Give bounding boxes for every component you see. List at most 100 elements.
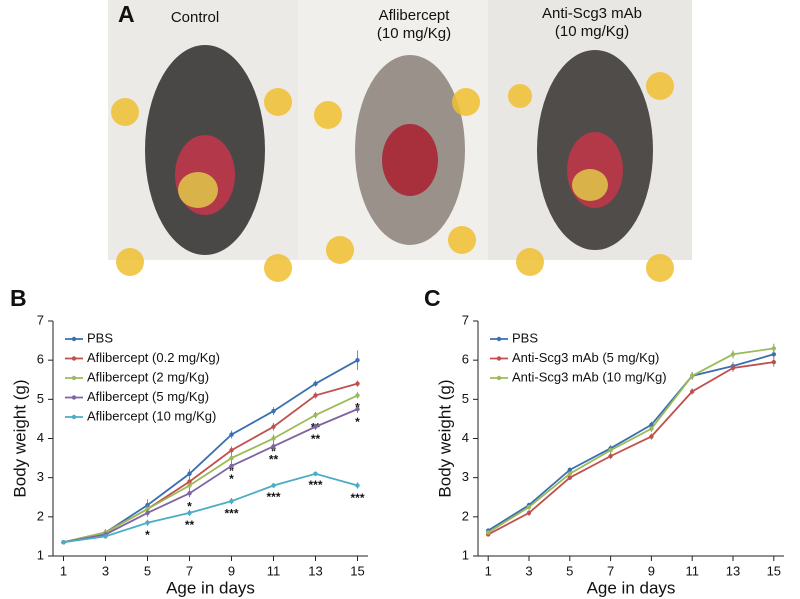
caption: Control xyxy=(171,9,219,26)
y-tick-label: 5 xyxy=(462,391,469,406)
data-point xyxy=(355,357,360,363)
significance: *** xyxy=(224,506,238,520)
data-point xyxy=(229,498,234,504)
legend-label: Anti-Scg3 mAb (5 mg/Kg) xyxy=(512,350,659,365)
y-tick-label: 3 xyxy=(37,469,44,484)
significance: * xyxy=(355,415,360,429)
x-tick-label: 5 xyxy=(566,563,573,578)
y-axis-title: Body weight (g) xyxy=(10,379,29,497)
data-point xyxy=(567,475,572,480)
caption: Aflibercept xyxy=(379,7,451,24)
legend-label: Anti-Scg3 mAb (10 mg/Kg) xyxy=(512,369,667,384)
data-point xyxy=(313,424,318,429)
x-tick-label: 15 xyxy=(767,563,781,578)
data-point xyxy=(271,444,276,449)
data-point xyxy=(771,352,776,357)
caption: (10 mg/Kg) xyxy=(555,23,629,40)
data-point xyxy=(187,483,192,488)
y-tick-label: 2 xyxy=(37,508,44,523)
data-point xyxy=(271,424,276,429)
series-line xyxy=(487,347,774,534)
significance: * xyxy=(271,445,276,459)
data-point xyxy=(567,467,572,473)
x-tick-label: 3 xyxy=(102,563,109,578)
data-point xyxy=(229,448,234,453)
legend-label: PBS xyxy=(87,330,113,345)
x-tick-label: 15 xyxy=(350,563,364,578)
data-point xyxy=(61,540,66,545)
panel-label: B xyxy=(10,285,27,311)
series-line xyxy=(63,359,358,544)
caption: Anti-Scg3 mAb xyxy=(542,5,642,22)
y-tick-label: 3 xyxy=(462,469,469,484)
significance: ** xyxy=(269,452,279,466)
caption: (10 mg/Kg) xyxy=(377,25,451,42)
data-point xyxy=(355,406,360,412)
y-tick-label: 6 xyxy=(37,352,44,367)
data-point xyxy=(187,510,192,516)
series-line xyxy=(487,353,775,532)
legend-marker xyxy=(71,336,77,342)
x-tick-label: 1 xyxy=(485,563,492,578)
legend-label: PBS xyxy=(512,330,538,345)
data-point xyxy=(103,534,108,539)
series-line xyxy=(487,361,774,536)
x-tick-label: 11 xyxy=(267,563,281,578)
data-point xyxy=(771,359,776,365)
significance: ** xyxy=(185,518,195,532)
data-point xyxy=(771,346,776,351)
data-point xyxy=(649,426,654,431)
y-tick-label: 1 xyxy=(37,547,44,562)
significance: * xyxy=(229,464,234,478)
data-point xyxy=(145,520,150,525)
data-point xyxy=(271,436,276,441)
x-tick-label: 13 xyxy=(726,563,740,578)
data-point xyxy=(649,434,654,439)
legend-marker xyxy=(496,375,502,381)
x-tick-label: 11 xyxy=(685,563,699,578)
data-point xyxy=(526,504,532,510)
data-point xyxy=(608,453,613,459)
data-point xyxy=(187,471,192,476)
data-point xyxy=(690,373,695,379)
legend-marker xyxy=(496,336,502,342)
x-tick-label: 3 xyxy=(525,563,532,578)
y-tick-label: 4 xyxy=(37,430,44,445)
x-tick-label: 7 xyxy=(186,563,193,578)
data-point xyxy=(313,381,318,386)
data-point xyxy=(229,455,234,461)
data-point xyxy=(690,389,695,394)
series-line xyxy=(63,394,358,544)
legend-label: Aflibercept (2 mg/Kg) xyxy=(87,369,209,384)
significance: *** xyxy=(266,490,280,504)
y-tick-label: 2 xyxy=(462,508,469,523)
x-axis-title: Age in days xyxy=(166,578,255,597)
data-point xyxy=(271,408,276,414)
data-point xyxy=(730,365,736,371)
data-point xyxy=(145,510,150,516)
data-point xyxy=(730,352,736,357)
data-point xyxy=(313,412,318,418)
data-point xyxy=(355,381,360,386)
data-point xyxy=(187,491,192,496)
x-tick-label: 13 xyxy=(308,563,322,578)
y-tick-label: 6 xyxy=(462,352,469,367)
x-axis-title: Age in days xyxy=(587,578,676,597)
legend-marker xyxy=(496,356,502,361)
legend-marker xyxy=(71,356,77,361)
x-tick-label: 9 xyxy=(228,563,235,578)
significance: * xyxy=(229,472,234,486)
significance: * xyxy=(145,528,150,542)
series-line xyxy=(63,472,358,544)
data-point xyxy=(526,510,532,516)
panel-label: A xyxy=(118,1,135,27)
x-tick-label: 7 xyxy=(607,563,614,578)
significance: ** xyxy=(311,432,321,446)
photo-panel: A Control Aflibercept (10 mg/Kg) Anti-Sc… xyxy=(108,0,692,282)
y-tick-label: 1 xyxy=(462,547,469,562)
data-point xyxy=(313,393,318,398)
y-tick-label: 5 xyxy=(37,391,44,406)
significance: * xyxy=(187,499,192,513)
significance: *** xyxy=(308,478,322,492)
